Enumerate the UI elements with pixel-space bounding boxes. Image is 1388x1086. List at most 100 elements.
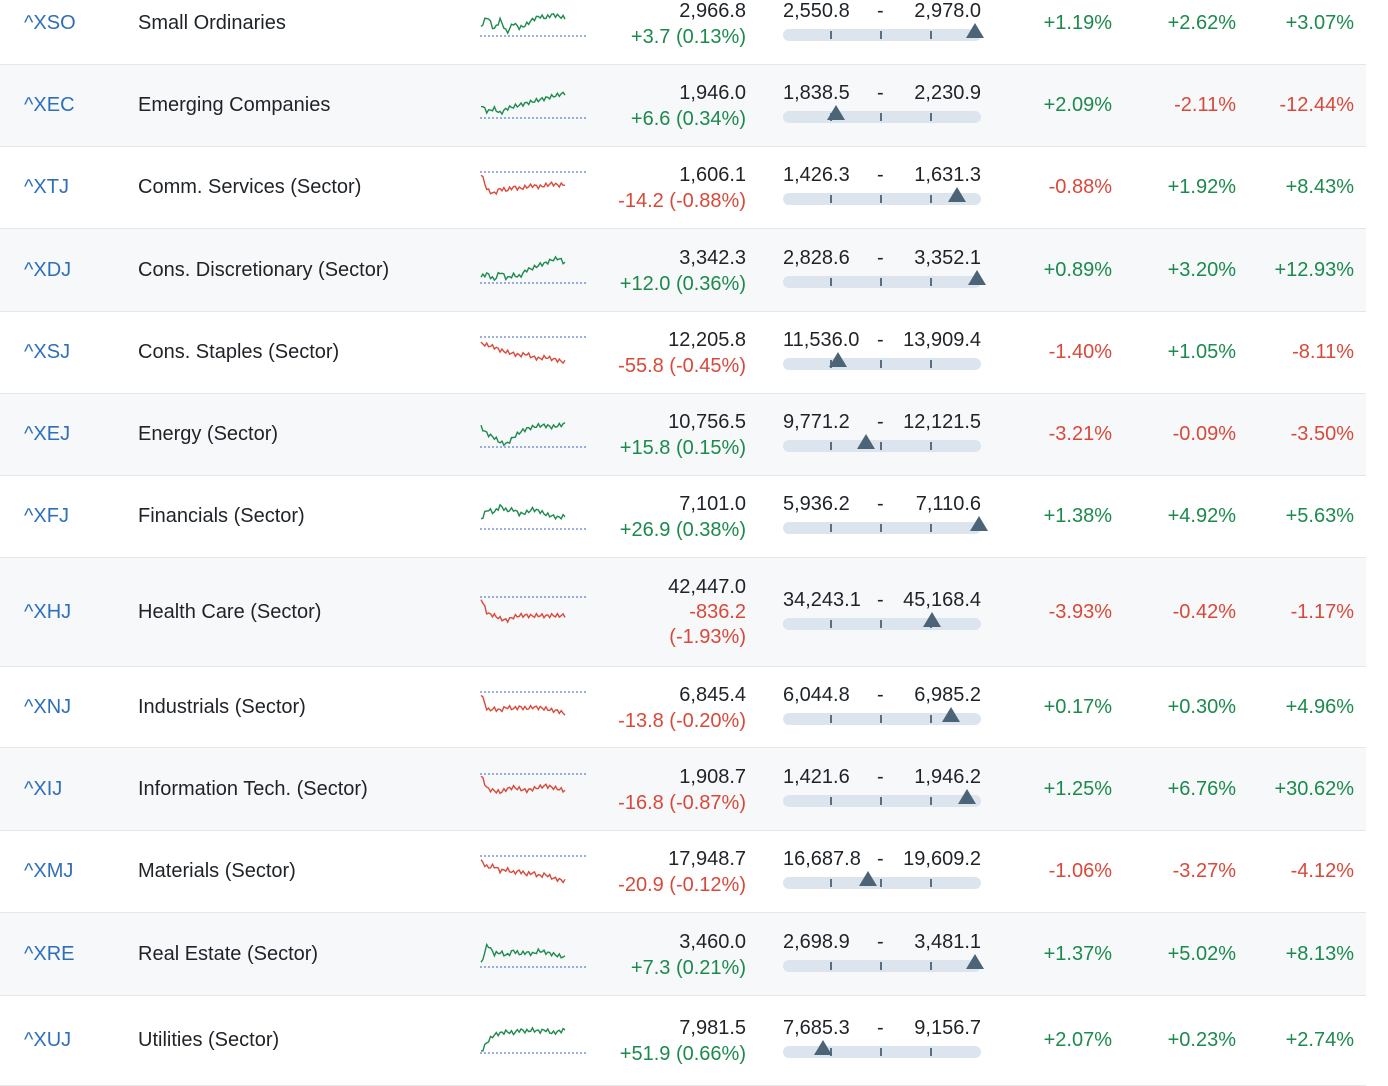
price-change: +7.3 (0.21%): [630, 956, 746, 979]
period-change-p3: +12.93%: [1274, 258, 1354, 281]
ticker-link[interactable]: ^XNJ: [24, 695, 72, 718]
price-change: -13.8 (-0.20%): [618, 709, 746, 732]
last-price: 1,946.0: [679, 82, 746, 104]
range-bar: [783, 434, 981, 452]
table-row[interactable]: ^XEC Emerging Companies 1,946.0 +6.6 (0.34%…: [0, 65, 1366, 147]
range-high: 3,481.1: [914, 930, 981, 953]
range-bar-tick: [930, 442, 932, 450]
range-low: 11,536.0: [783, 329, 860, 351]
period-change-p1: +2.09%: [1043, 94, 1112, 116]
range-high: 6,985.2: [914, 683, 981, 706]
last-price: 10,756.5: [668, 411, 746, 433]
range-bar-tick: [880, 30, 882, 39]
table-row[interactable]: ^XHJ Health Care (Sector) 42,447.0 -836.2 (-…: [0, 558, 1366, 667]
price-change: -55.8 (-0.45%): [618, 355, 746, 377]
table-row[interactable]: ^XRE Real Estate (Sector) 3,460.0 +7.3 (0.2…: [0, 913, 1366, 996]
ticker-link[interactable]: ^XMJ: [24, 860, 74, 882]
range-low: 1,421.6: [783, 765, 850, 788]
last-price: 12,205.8: [668, 329, 746, 351]
ticker-link[interactable]: ^XFJ: [24, 505, 69, 527]
range-bar-tick: [930, 113, 932, 121]
range-separator: -: [877, 411, 884, 433]
index-name: Financials (Sector): [138, 505, 305, 527]
range-bar-tick: [880, 796, 882, 805]
period-change-p2: +1.92%: [1167, 176, 1236, 198]
ticker-link[interactable]: ^XUJ: [24, 1029, 72, 1051]
range-position-marker: [970, 516, 989, 531]
range-low: 9,771.2: [783, 411, 850, 433]
range-bar-tick: [930, 195, 932, 203]
range-position-marker: [829, 352, 848, 367]
range-position-marker: [942, 706, 961, 722]
range-position-marker: [966, 953, 985, 969]
range-high: 1,946.2: [914, 765, 981, 788]
period-change-p2: -0.42%: [1172, 600, 1236, 623]
ticker-link[interactable]: ^XSO: [24, 11, 76, 34]
period-change-p2: +2.62%: [1167, 11, 1236, 34]
range-high: 3,352.1: [914, 246, 981, 269]
period-change-p3: +2.74%: [1285, 1029, 1354, 1051]
table-row[interactable]: ^XFJ Financials (Sector) 7,101.0 +26.9 (0.3…: [0, 476, 1366, 558]
range-separator: -: [877, 930, 884, 953]
table-row[interactable]: ^XNJ Industrials (Sector) 6,845.4 -13.8 (-0…: [0, 667, 1366, 748]
table-row[interactable]: ^XIJ Information Tech. (Sector) 1,908.7 -16…: [0, 748, 1366, 831]
range-low: 5,936.2: [783, 493, 850, 515]
period-change-p2: +3.20%: [1167, 258, 1236, 281]
ticker-link[interactable]: ^XIJ: [24, 777, 63, 800]
range-position-marker: [922, 611, 941, 627]
range-bar: [783, 269, 987, 288]
table-row[interactable]: ^XMJ Materials (Sector) 17,948.7 -20.9 (-0.…: [0, 831, 1366, 913]
range-bar-tick: [830, 442, 832, 450]
range-high: 7,110.6: [915, 493, 981, 515]
sparkline-chart: [480, 503, 588, 530]
ticker-link[interactable]: ^XSJ: [24, 341, 71, 363]
range-bar-tick: [830, 714, 832, 723]
sparkline-chart: [480, 422, 588, 448]
range-separator: -: [877, 82, 884, 104]
range-bar: [783, 788, 981, 807]
index-name: Materials (Sector): [138, 860, 296, 882]
period-change-p1: -0.88%: [1048, 176, 1112, 198]
table-row[interactable]: ^XDJ Cons. Discretionary (Sector) 3,342.3 +…: [0, 229, 1366, 312]
range-bar-tick: [830, 796, 832, 805]
range-position-marker: [966, 22, 985, 38]
range-separator: -: [877, 588, 884, 611]
table-row[interactable]: ^XSJ Cons. Staples (Sector) 12,205.8 -55.8 …: [0, 312, 1366, 394]
ticker-link[interactable]: ^XEJ: [24, 423, 71, 445]
range-bar-tick: [830, 277, 832, 286]
index-name: Health Care (Sector): [138, 600, 322, 623]
last-price: 1,908.7: [679, 765, 746, 788]
range-high: 9,156.7: [914, 1017, 981, 1039]
range-high: 19,609.2: [903, 848, 981, 870]
ticker-link[interactable]: ^XTJ: [24, 176, 69, 198]
table-row[interactable]: ^XEJ Energy (Sector) 10,756.5 +15.8 (0.15%)…: [0, 394, 1366, 476]
ticker-link[interactable]: ^XHJ: [24, 600, 72, 623]
table-row[interactable]: ^XTJ Comm. Services (Sector) 1,606.1 -14.2 …: [0, 147, 1366, 229]
range-bar: [783, 187, 981, 205]
table-row[interactable]: ^XUJ Utilities (Sector) 7,981.5 +51.9 (0.66…: [0, 996, 1366, 1086]
period-change-p2: -3.27%: [1172, 860, 1236, 882]
range-bar-tick: [930, 714, 932, 723]
period-change-p1: +2.07%: [1043, 1029, 1112, 1051]
sparkline-chart: [480, 942, 588, 967]
ticker-link[interactable]: ^XRE: [24, 942, 75, 965]
last-price: 2,966.8: [679, 0, 746, 22]
range-separator: -: [877, 765, 884, 788]
sparkline-chart: [480, 336, 588, 365]
range-separator: -: [877, 246, 884, 269]
range-bar-tick: [830, 619, 832, 628]
ticker-link[interactable]: ^XEC: [24, 94, 75, 116]
sparkline-chart: [480, 12, 588, 36]
table-row[interactable]: ^XSO Small Ordinaries 2,966.8 +3.7 (0.13%) 2…: [0, 0, 1366, 65]
ticker-link[interactable]: ^XDJ: [24, 258, 72, 281]
range-bar-tick: [830, 30, 832, 39]
range-high: 13,909.4: [903, 329, 981, 351]
period-change-p1: -1.40%: [1048, 341, 1112, 363]
sparkline-chart: [480, 596, 588, 624]
range-bar: [783, 105, 981, 123]
range-high: 45,168.4: [903, 588, 981, 611]
range-bar-tick: [880, 524, 882, 532]
period-change-p3: -1.17%: [1290, 600, 1354, 623]
range-bar-tick: [830, 961, 832, 970]
sparkline-chart: [480, 773, 588, 794]
